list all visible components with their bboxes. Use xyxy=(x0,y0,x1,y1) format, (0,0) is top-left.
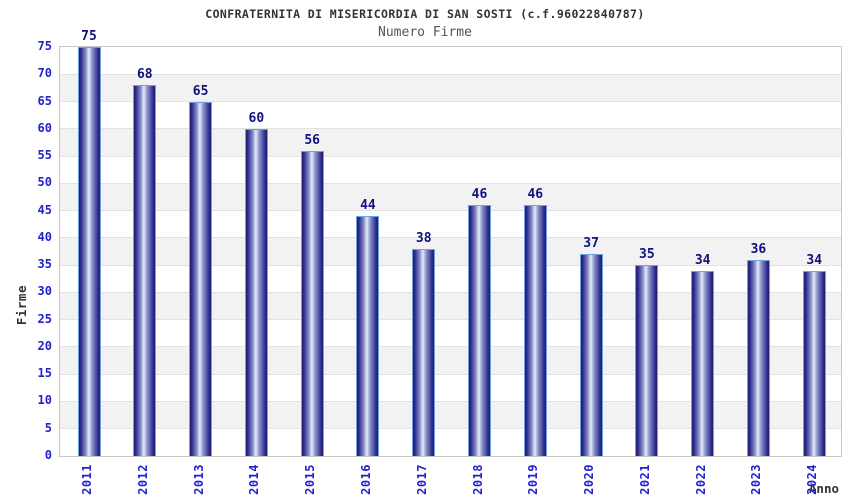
grid-band xyxy=(60,237,841,266)
chart-subtitle: Numero Firme xyxy=(378,25,472,40)
plot-area: 75 68 65 60 56 44 38 46 46 37 35 34 36 34 xyxy=(59,29,842,457)
grid-band xyxy=(60,183,841,211)
grid-line xyxy=(60,400,841,402)
bar-value-label: 35 xyxy=(639,247,655,263)
grid-line xyxy=(60,373,841,375)
y-tick-label: 45 xyxy=(37,202,52,217)
bar-2011 xyxy=(77,47,101,456)
grid-line xyxy=(60,428,841,430)
x-tick-label: 2012 xyxy=(135,464,150,495)
grid-line xyxy=(60,346,841,348)
grid-line xyxy=(60,182,841,184)
y-tick-label: 30 xyxy=(37,284,52,299)
bar-2022 xyxy=(691,270,715,456)
y-tick-label: 25 xyxy=(37,311,52,326)
x-tick-label: 2018 xyxy=(470,464,485,495)
grid-line xyxy=(60,291,841,293)
bar-value-label: 44 xyxy=(360,198,376,214)
grid-line xyxy=(60,237,841,239)
x-tick-label: 2013 xyxy=(191,464,206,495)
bar-2018 xyxy=(468,205,491,456)
x-tick-label: 2023 xyxy=(749,464,764,495)
chart-title: CONFRATERNITA DI MISERICORDIA DI SAN SOS… xyxy=(205,7,645,21)
grid-band xyxy=(60,265,841,293)
grid-band xyxy=(60,74,841,102)
y-tick-label: 55 xyxy=(37,148,52,163)
y-tick-label: 35 xyxy=(37,257,52,272)
bar-2019 xyxy=(523,205,547,456)
grid-band xyxy=(60,292,841,320)
bar-2012 xyxy=(133,85,157,456)
bar-value-label: 75 xyxy=(81,29,97,44)
grid-band xyxy=(60,128,841,157)
bar-2024 xyxy=(802,270,826,456)
bar-value-label: 46 xyxy=(471,187,488,203)
bar-2021 xyxy=(635,265,659,456)
y-tick-label: 5 xyxy=(44,420,52,435)
y-tick-label: 65 xyxy=(37,93,52,108)
grid-line xyxy=(60,101,841,103)
y-tick-label: 50 xyxy=(37,175,52,190)
y-tick-label: 15 xyxy=(37,366,52,381)
x-axis-title: Anno xyxy=(808,481,839,496)
x-tick-label: 2014 xyxy=(247,464,262,495)
bar-value-label: 34 xyxy=(806,252,823,268)
bar-2023 xyxy=(746,259,770,456)
x-tick-label: 2021 xyxy=(637,464,652,495)
grid-line xyxy=(60,73,841,75)
grid-band xyxy=(60,156,841,184)
x-tick-label: 2022 xyxy=(693,464,708,495)
grid-line xyxy=(60,210,841,212)
bar-value-label: 60 xyxy=(248,110,265,126)
grid-band xyxy=(60,401,841,429)
grid-band xyxy=(60,428,841,456)
y-tick-label: 70 xyxy=(37,66,52,81)
bar-value-label: 56 xyxy=(304,132,320,148)
bar-2016 xyxy=(356,216,380,456)
grid-line xyxy=(60,128,841,130)
grid-band xyxy=(60,47,841,75)
x-tick-label: 2016 xyxy=(358,464,373,495)
grid-band xyxy=(60,319,841,347)
bar-value-label: 36 xyxy=(750,241,767,257)
bar-2013 xyxy=(189,101,213,456)
x-tick-label: 2024 xyxy=(805,464,820,495)
grid-band xyxy=(60,210,841,238)
y-tick-label: 10 xyxy=(37,393,52,408)
bar-2020 xyxy=(579,254,603,456)
y-tick-label: 75 xyxy=(37,39,52,53)
grid-band xyxy=(60,374,841,402)
bar-value-label: 65 xyxy=(192,83,209,99)
grid-line xyxy=(60,319,841,321)
grid-line xyxy=(60,264,841,266)
bar-value-label: 38 xyxy=(415,230,432,246)
grid-line xyxy=(60,155,841,157)
bar-value-label: 37 xyxy=(583,236,599,252)
grid-band xyxy=(60,101,841,129)
grid-band xyxy=(60,346,841,375)
y-tick-label: 40 xyxy=(37,229,52,244)
x-tick-label: 2019 xyxy=(526,464,541,495)
y-tick-label: 20 xyxy=(37,338,52,353)
bar-2017 xyxy=(412,248,436,456)
x-tick-label: 2020 xyxy=(582,464,597,495)
x-tick-label: 2011 xyxy=(80,464,94,495)
y-tick-label: 60 xyxy=(37,120,52,135)
bar-2015 xyxy=(300,150,324,456)
bar-value-label: 68 xyxy=(136,67,153,83)
x-tick-label: 2015 xyxy=(303,464,318,495)
y-tick-label: 0 xyxy=(44,448,52,462)
x-tick-label: 2017 xyxy=(414,464,429,495)
bar-value-label: 46 xyxy=(527,187,544,203)
bar-value-label: 34 xyxy=(694,252,711,268)
bar-2014 xyxy=(244,128,268,456)
